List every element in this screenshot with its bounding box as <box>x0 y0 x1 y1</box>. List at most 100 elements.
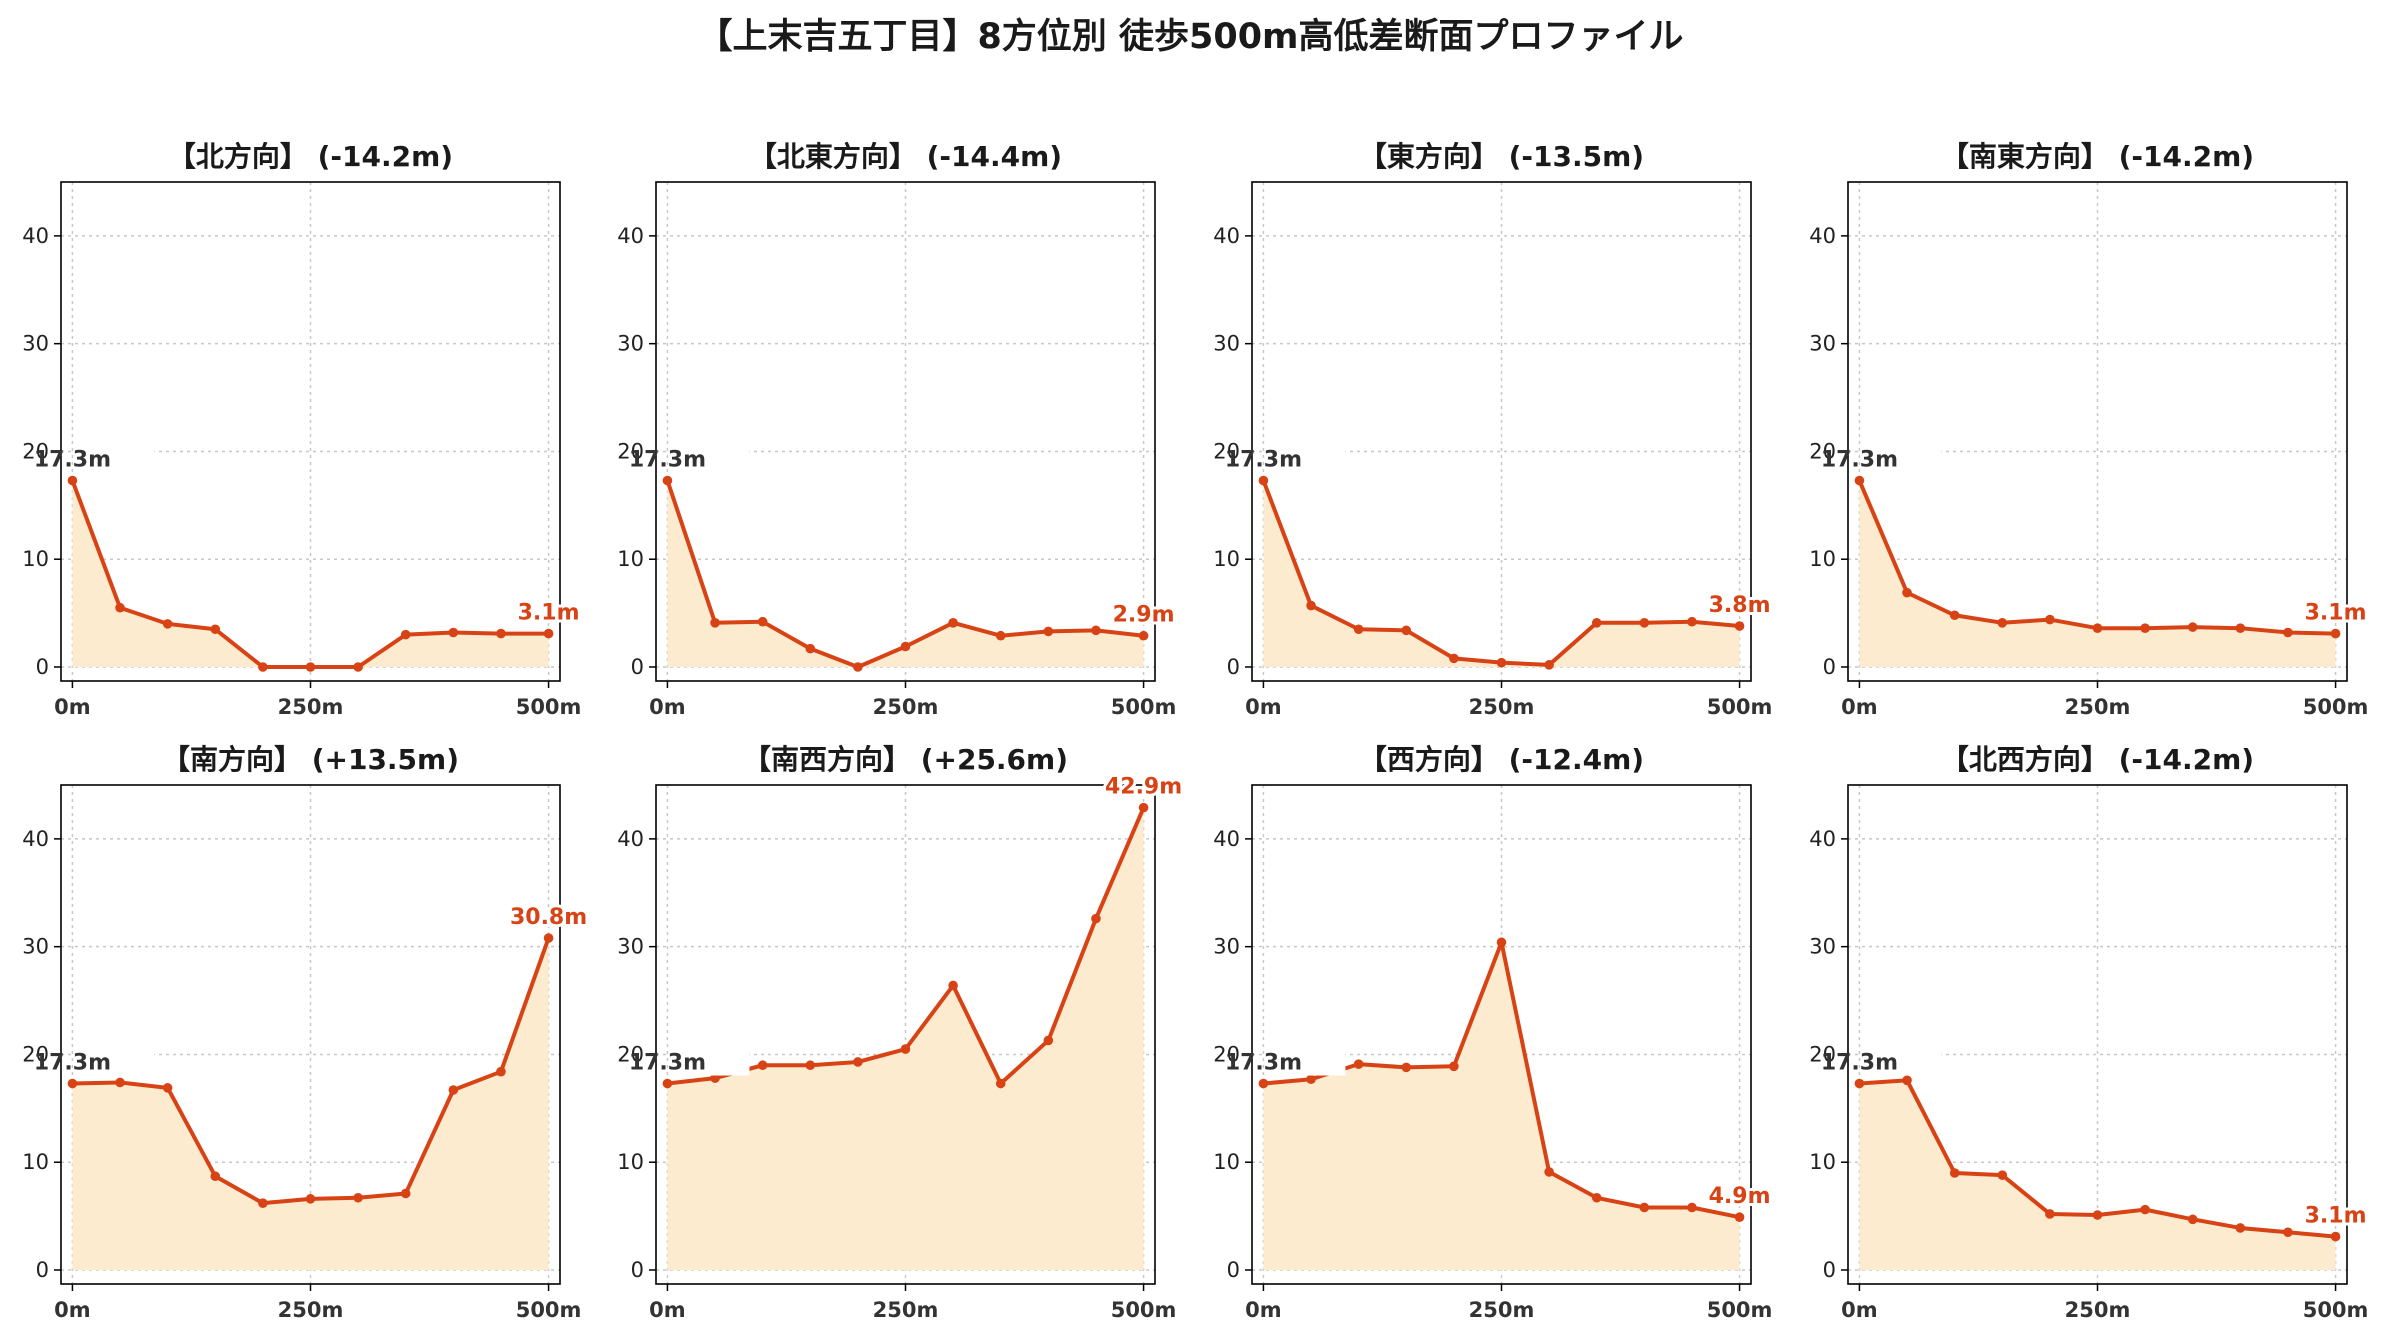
y-tick-label: 0 <box>1823 655 1836 679</box>
data-point <box>710 618 720 628</box>
elevation-area <box>667 807 1144 1270</box>
data-point <box>115 1077 125 1088</box>
y-tick-label: 20 <box>22 439 49 463</box>
elevation-area <box>72 938 549 1270</box>
panel-title: 【北西方向】 (-14.2m) <box>1941 743 2254 776</box>
end-elevation-label: 42.9m <box>1105 775 1182 800</box>
data-point <box>1591 618 1602 628</box>
data-point <box>1306 600 1316 611</box>
data-point <box>853 662 863 672</box>
data-point <box>1639 618 1650 628</box>
x-tick-label: 250m <box>1469 1298 1535 1322</box>
data-point <box>353 662 363 672</box>
x-tick-label: 0m <box>1245 1298 1282 1322</box>
data-point <box>258 662 268 672</box>
y-tick-label: 20 <box>1213 1042 1240 1066</box>
start-label-bg <box>1863 444 1942 473</box>
data-point <box>1043 626 1054 637</box>
y-tick-label: 30 <box>22 935 49 959</box>
y-tick-label: 30 <box>617 935 644 959</box>
data-point <box>1734 1212 1745 1222</box>
data-point <box>853 1057 863 1067</box>
data-point <box>2092 623 2103 633</box>
start-elevation-label: 17.3m <box>1225 1051 1302 1076</box>
data-point <box>757 616 768 627</box>
data-point <box>1258 475 1269 486</box>
data-point <box>662 1078 673 1089</box>
x-tick-label: 500m <box>1707 1298 1773 1322</box>
x-tick-label: 0m <box>649 1298 686 1322</box>
data-point <box>305 662 316 672</box>
end-elevation-label: 4.9m <box>1709 1184 1771 1209</box>
data-point <box>1854 1078 1865 1089</box>
start-elevation-label: 17.3m <box>629 1051 706 1076</box>
chart-panel-2: 0 10 20 30 40 0m 250m 500m 【東方向】 (-13.5m) 17.3m 3.… <box>1213 140 1773 719</box>
y-tick-label: 10 <box>1213 547 1240 571</box>
x-tick-label: 500m <box>1707 695 1773 719</box>
y-tick-label: 20 <box>22 1042 49 1066</box>
data-point <box>1496 937 1507 948</box>
y-tick-label: 30 <box>22 332 49 356</box>
data-point <box>1902 1075 1912 1086</box>
data-point <box>400 1188 411 1199</box>
data-point <box>1687 616 1697 627</box>
data-point <box>2045 1209 2055 1219</box>
data-point <box>1544 1167 1554 1177</box>
end-elevation-label: 3.1m <box>518 601 580 626</box>
end-elevation-label: 3.1m <box>2305 1204 2367 1229</box>
data-point <box>1401 625 1412 636</box>
panel-title: 【西方向】 (-12.4m) <box>1359 743 1644 776</box>
data-point <box>2140 1204 2150 1215</box>
panel-title: 【東方向】 (-13.5m) <box>1359 140 1644 173</box>
x-tick-label: 500m <box>516 695 582 719</box>
data-point <box>1639 1202 1650 1213</box>
y-tick-label: 40 <box>1213 827 1240 851</box>
x-tick-label: 500m <box>516 1298 582 1322</box>
data-point <box>496 1066 506 1077</box>
elevation-area <box>667 480 1144 667</box>
chart-panel-4: 0 10 20 30 40 0m 250m 500m 【南方向】 (+13.5m) 17.3m 30… <box>22 743 590 1322</box>
y-tick-label: 0 <box>1227 1258 1240 1282</box>
y-tick-label: 10 <box>1213 1150 1240 1174</box>
data-point <box>1353 624 1364 635</box>
start-label-bg <box>671 444 750 473</box>
y-tick-label: 0 <box>631 655 644 679</box>
data-point <box>115 602 125 613</box>
data-point <box>1854 475 1865 486</box>
data-point <box>1687 1202 1697 1213</box>
data-point <box>1997 1170 2008 1180</box>
data-point <box>543 933 554 943</box>
data-point <box>2283 1227 2293 1238</box>
y-tick-label: 0 <box>36 655 49 679</box>
data-point <box>1544 660 1554 670</box>
data-point <box>2330 1231 2341 1242</box>
y-tick-label: 30 <box>1809 332 1836 356</box>
y-tick-label: 30 <box>1213 935 1240 959</box>
data-point <box>353 1192 363 1203</box>
y-tick-label: 40 <box>617 827 644 851</box>
chart-panel-0: 0 10 20 30 40 0m 250m 500m 【北方向】 (-14.2m) 17.3m 3.… <box>22 140 582 719</box>
start-label-bg <box>1267 444 1346 473</box>
y-tick-label: 40 <box>1809 224 1836 248</box>
y-tick-label: 30 <box>1809 935 1836 959</box>
data-point <box>1734 621 1745 631</box>
chart-panel-6: 0 10 20 30 40 0m 250m 500m 【西方向】 (-12.4m) 17.3m 4.… <box>1213 743 1773 1322</box>
data-point <box>258 1198 268 1208</box>
y-tick-label: 20 <box>1213 439 1240 463</box>
panel-title: 【北東方向】 (-14.4m) <box>749 140 1062 173</box>
data-point <box>67 475 78 486</box>
start-label-bg <box>1267 1047 1346 1076</box>
start-elevation-label: 17.3m <box>34 448 111 473</box>
x-tick-label: 0m <box>649 695 686 719</box>
data-point <box>400 629 411 640</box>
data-point <box>1449 1061 1459 1072</box>
data-point <box>1997 618 2008 628</box>
y-tick-label: 20 <box>617 1042 644 1066</box>
y-tick-label: 30 <box>1213 332 1240 356</box>
data-point <box>162 619 173 629</box>
data-point <box>448 1085 459 1095</box>
y-tick-label: 40 <box>1809 827 1836 851</box>
start-elevation-label: 17.3m <box>1821 1051 1898 1076</box>
plot-frame <box>1251 181 1752 682</box>
elevation-area <box>1263 942 1740 1270</box>
